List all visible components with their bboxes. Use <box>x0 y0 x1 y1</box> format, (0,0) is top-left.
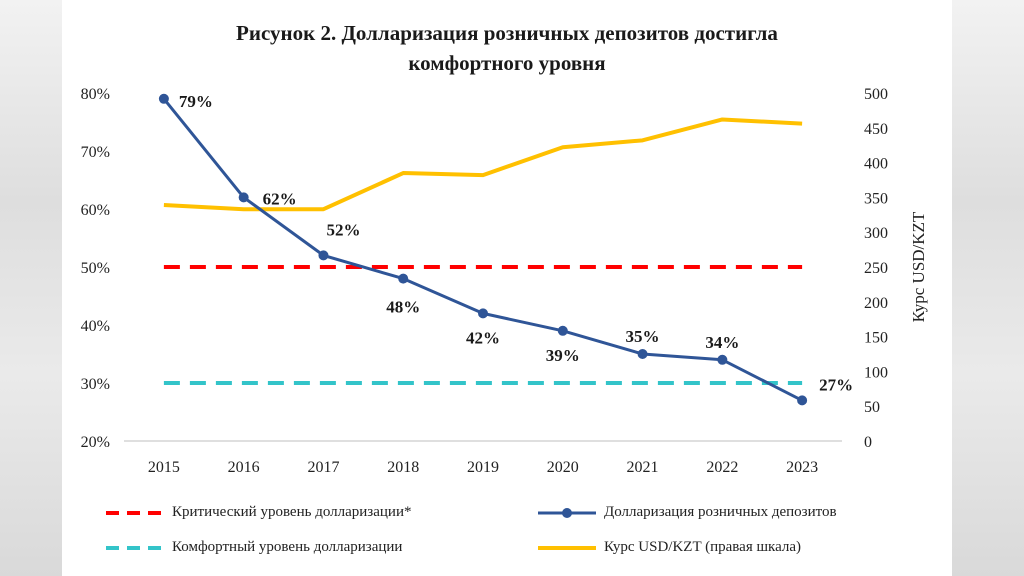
legend-label-critical: Критический уровень долларизации* <box>172 504 412 520</box>
line-chart: 80%70%60%50%40%30%20%5004504003503002502… <box>81 86 928 476</box>
right-tick-label: 350 <box>864 190 888 207</box>
right-tick-label: 500 <box>864 86 888 103</box>
right-tick-label: 400 <box>864 156 888 173</box>
exchange-rate-line <box>163 117 803 212</box>
dollarization-point <box>557 325 568 336</box>
dollarization-point <box>717 354 728 365</box>
dollarization-point <box>637 349 648 359</box>
data-label: 79% <box>179 92 213 111</box>
left-background <box>0 0 62 576</box>
chart-title: Рисунок 2. Долларизация розничных депози… <box>62 18 952 78</box>
data-label: 34% <box>705 333 739 352</box>
chart-legend: Критический уровень долларизации* Комфор… <box>62 500 952 570</box>
x-tick-label: 2016 <box>228 459 260 476</box>
legend-item-exchange-rate: Курс USD/KZT (правая шкала) <box>536 539 801 556</box>
legend-line-marker-icon <box>538 507 596 518</box>
legend-item-dollarization: Долларизация розничных депозитов <box>536 504 837 521</box>
x-tick-label: 2015 <box>148 459 180 476</box>
left-tick-label: 50% <box>81 260 110 277</box>
data-label: 42% <box>466 328 500 347</box>
dollarization-line <box>162 97 803 402</box>
right-tick-label: 0 <box>864 434 872 451</box>
chart-title-line-1: Рисунок 2. Долларизация розничных депози… <box>236 21 778 45</box>
x-tick-label: 2022 <box>706 459 738 476</box>
x-tick-label: 2017 <box>307 459 339 476</box>
right-tick-label: 150 <box>864 330 888 347</box>
right-tick-label: 200 <box>864 295 888 312</box>
x-tick-label: 2023 <box>786 459 818 476</box>
x-tick-label: 2020 <box>547 459 579 476</box>
left-tick-label: 40% <box>81 318 110 335</box>
legend-dash-red-icon <box>106 510 164 515</box>
dollarization-point <box>238 192 249 203</box>
right-axis-title: Курс USD/KZT <box>909 211 928 322</box>
chart-title-line-2: комфортного уровня <box>408 51 606 75</box>
dollarization-point <box>318 250 329 261</box>
left-tick-label: 60% <box>81 202 110 219</box>
legend-label-dollarization: Долларизация розничных депозитов <box>604 504 837 520</box>
x-tick-label: 2018 <box>387 459 419 476</box>
data-label: 39% <box>546 346 580 365</box>
legend-marker-dollarization <box>562 507 572 518</box>
legend-item-comfort: Комфортный уровень долларизации <box>104 539 402 556</box>
left-tick-label: 80% <box>81 86 110 103</box>
left-tick-label: 70% <box>81 144 110 161</box>
dollarization-point <box>478 308 488 319</box>
legend-line-yellow-icon <box>538 545 596 550</box>
left-tick-label: 20% <box>81 434 110 451</box>
data-label: 27% <box>819 375 853 394</box>
dollarization-point <box>398 273 409 284</box>
data-label: 52% <box>326 220 360 239</box>
legend-dash-teal-icon <box>106 545 164 550</box>
dollarization-point <box>797 395 808 406</box>
x-tick-label: 2019 <box>467 459 499 476</box>
legend-label-exchange-rate: Курс USD/KZT (правая шкала) <box>604 539 802 555</box>
right-tick-label: 450 <box>864 121 888 138</box>
chart-panel: Рисунок 2. Долларизация розничных депози… <box>62 0 952 576</box>
right-tick-label: 300 <box>864 225 888 242</box>
right-tick-label: 250 <box>864 260 888 277</box>
dollarization-point <box>158 93 169 104</box>
right-background <box>952 0 1024 576</box>
legend-item-critical: Критический уровень долларизации* <box>104 504 411 521</box>
data-label: 35% <box>626 327 660 346</box>
data-label: 48% <box>386 298 420 317</box>
x-tick-label: 2021 <box>627 459 659 476</box>
legend-label-comfort: Комфортный уровень долларизации <box>172 539 403 555</box>
right-tick-label: 50 <box>864 399 880 416</box>
right-tick-label: 100 <box>864 364 888 381</box>
data-label: 62% <box>263 189 297 208</box>
left-tick-label: 30% <box>81 376 110 393</box>
